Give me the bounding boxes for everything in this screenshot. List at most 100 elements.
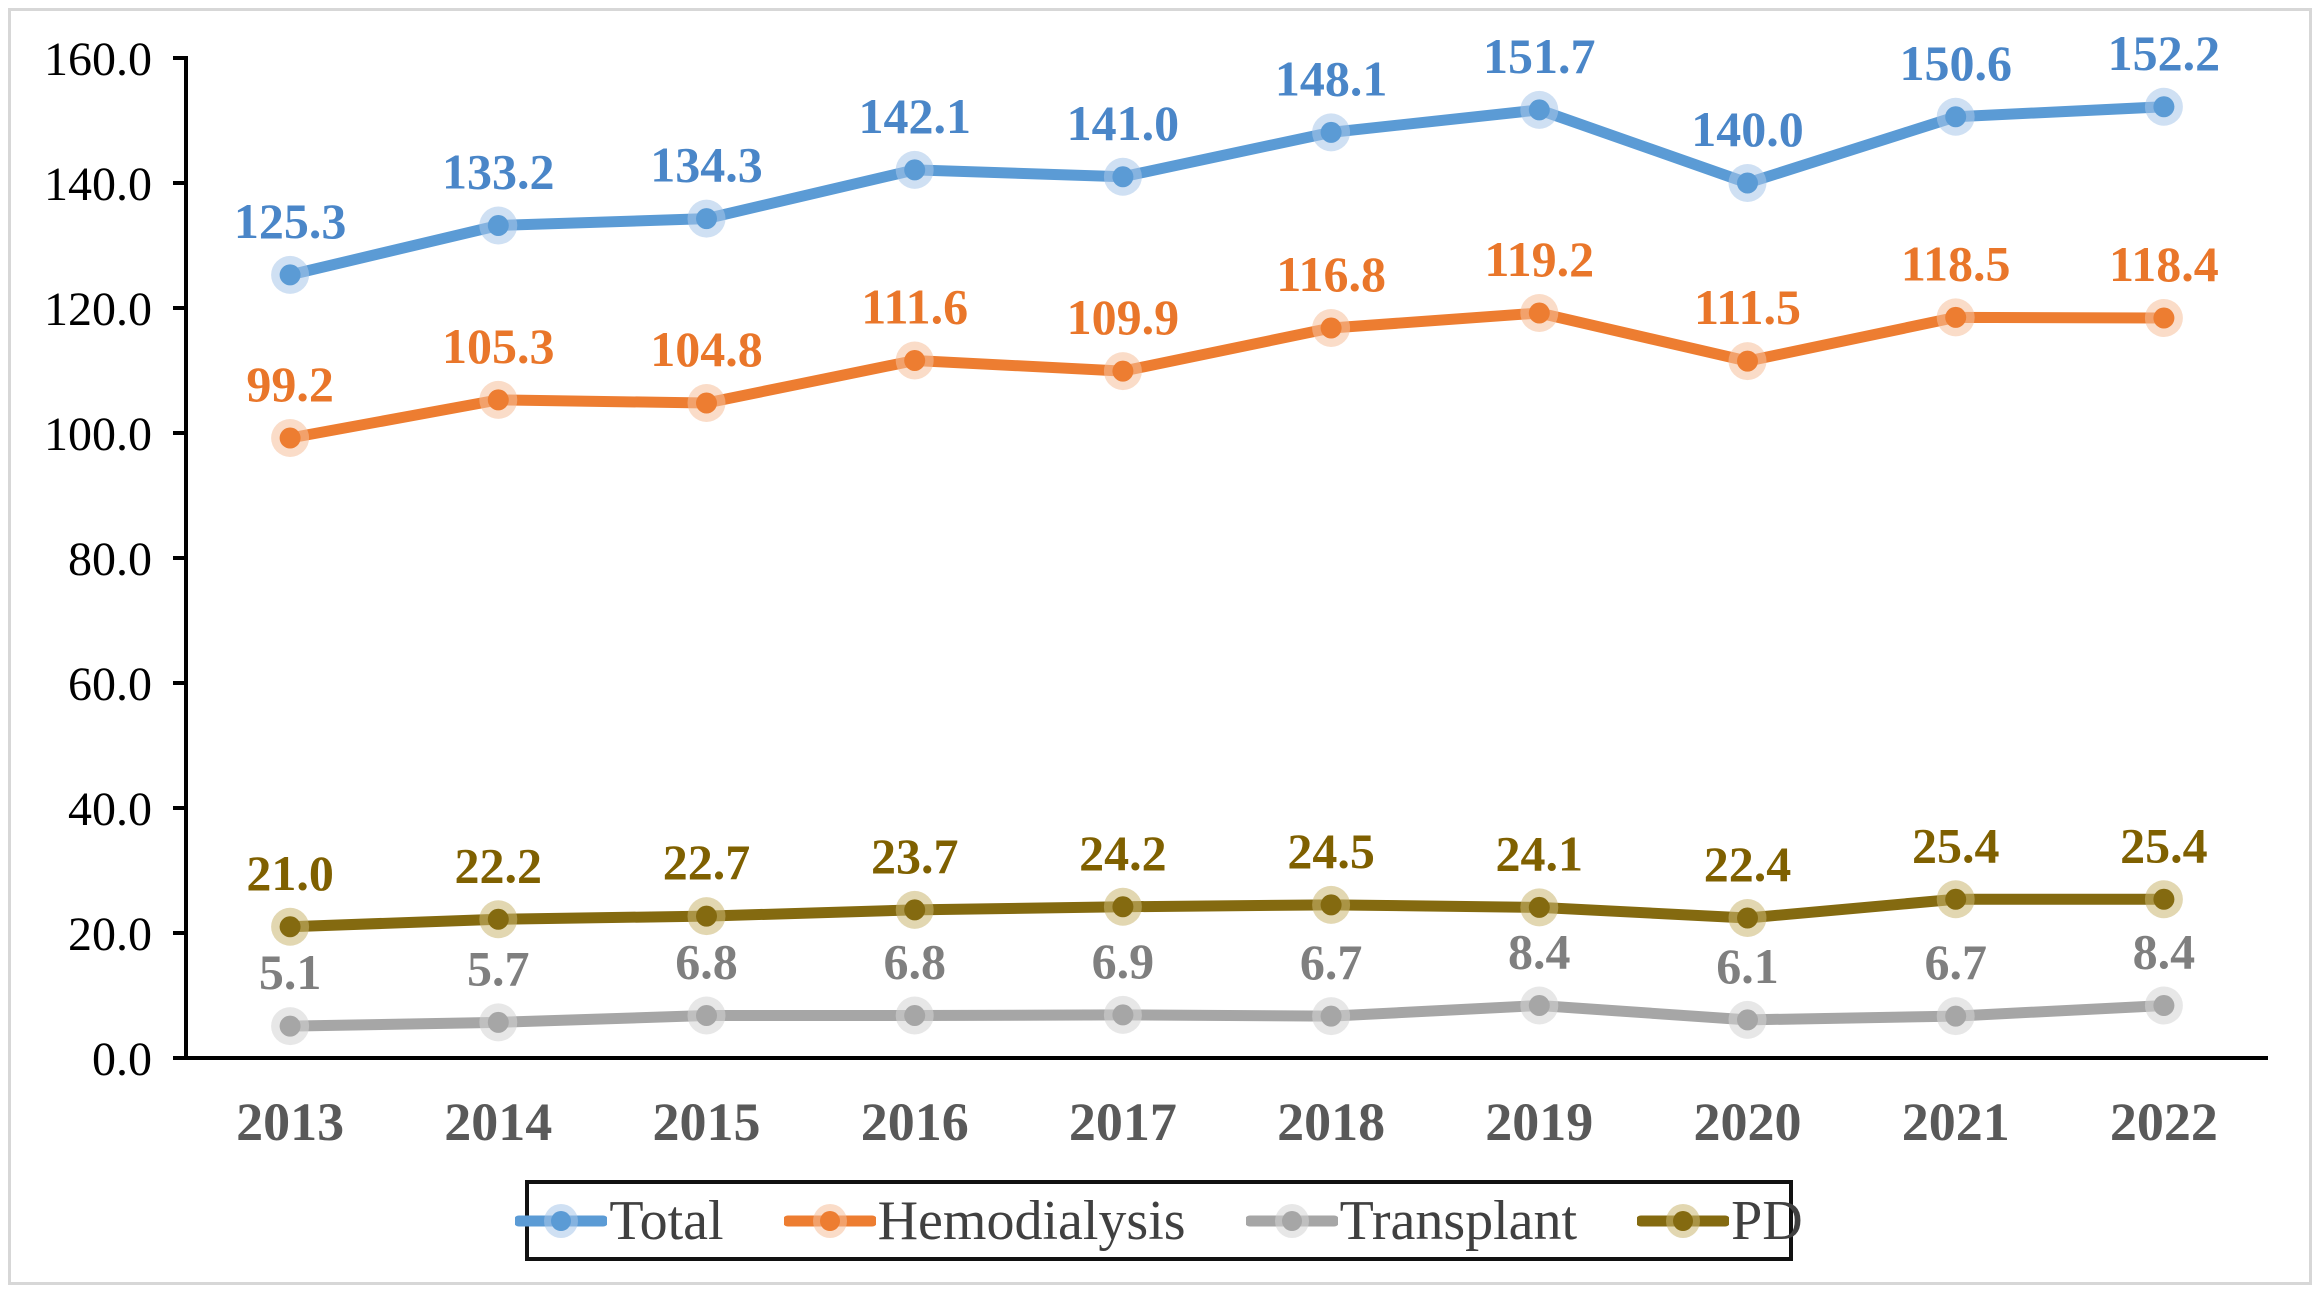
y-tick-label: 0.0 (92, 1033, 152, 1086)
marker-pd (1737, 907, 1758, 929)
marker-total (487, 215, 509, 236)
data-label-total: 150.6 (1899, 35, 2012, 91)
data-label-total: 125.3 (234, 193, 347, 249)
y-tick-label: 140.0 (44, 158, 152, 211)
data-label-hemodialysis: 105.3 (442, 318, 555, 374)
marker-transplant (487, 1011, 509, 1033)
legend-marker-core (1281, 1210, 1302, 1231)
marker-total (1112, 166, 1134, 188)
marker-transplant (904, 1005, 926, 1026)
data-label-total: 140.0 (1691, 101, 1804, 157)
data-label-hemodialysis: 111.5 (1694, 279, 1801, 335)
x-tick-label-2019: 2019 (1485, 1092, 1593, 1152)
marker-transplant (2153, 995, 2175, 1016)
marker-pd (279, 916, 301, 938)
marker-hemodialysis (279, 427, 301, 449)
data-label-transplant: 6.8 (883, 934, 946, 990)
data-label-pd: 21.0 (246, 845, 334, 901)
legend-marker-transplant (1245, 1203, 1338, 1238)
marker-pd (487, 908, 509, 930)
data-label-hemodialysis: 118.4 (2109, 236, 2219, 292)
y-tick-label: 80.0 (68, 533, 152, 586)
legend-item-total: Total (515, 1189, 724, 1252)
series-line-transplant (284, 1000, 2170, 1032)
marker-hemodialysis (487, 389, 509, 411)
data-label-pd: 24.2 (1079, 825, 1167, 881)
marker-transplant (1112, 1004, 1134, 1026)
marker-hemodialysis (904, 350, 926, 371)
marker-hemodialysis (1945, 306, 1967, 328)
data-label-pd: 25.4 (2120, 817, 2208, 873)
data-label-total: 133.2 (442, 144, 555, 200)
marker-total (2153, 96, 2175, 118)
data-label-pd: 24.1 (1496, 825, 1584, 881)
data-label-total: 148.1 (1275, 50, 1388, 106)
x-tick-label-2014: 2014 (444, 1092, 552, 1152)
data-label-hemodialysis: 111.6 (861, 279, 968, 335)
series-line-total (284, 101, 2170, 281)
marker-transplant (1737, 1009, 1758, 1031)
data-label-pd: 23.7 (871, 828, 959, 884)
legend-marker-core (551, 1210, 572, 1231)
x-tick-label-2013: 2013 (236, 1092, 344, 1152)
data-label-transplant: 8.4 (1508, 924, 1571, 980)
y-tick-label: 60.0 (68, 658, 152, 711)
data-label-total: 134.3 (650, 137, 763, 193)
marker-pd (1945, 888, 1967, 910)
data-label-pd: 22.4 (1704, 836, 1792, 892)
series-line-hemodialysis (284, 307, 2170, 444)
marker-pd (696, 905, 717, 927)
data-label-transplant: 6.9 (1092, 933, 1155, 989)
x-tick-label-2015: 2015 (653, 1092, 761, 1152)
data-label-hemodialysis: 116.8 (1276, 246, 1386, 302)
marker-transplant (1945, 1005, 1967, 1027)
data-label-pd: 22.2 (455, 837, 543, 893)
marker-total (1945, 106, 1967, 128)
marker-hemodialysis (696, 392, 717, 414)
marker-hemodialysis (1320, 317, 1342, 339)
legend-item-hemodialysis: Hemodialysis (783, 1193, 1186, 1249)
data-label-pd: 25.4 (1912, 817, 2000, 873)
data-label-hemodialysis: 99.2 (246, 356, 334, 412)
legend-marker-pd (1637, 1203, 1730, 1238)
data-label-transplant: 5.7 (467, 940, 530, 996)
marker-hemodialysis (1528, 302, 1550, 324)
marker-hemodialysis (1112, 360, 1134, 382)
x-tick-label-2022: 2022 (2110, 1092, 2218, 1152)
data-label-pd: 24.5 (1287, 823, 1375, 879)
marker-pd (1112, 896, 1134, 918)
marker-transplant (696, 1005, 717, 1026)
legend-marker-total (515, 1203, 608, 1238)
series-line-pd (284, 893, 2170, 933)
marker-total (904, 159, 926, 181)
marker-hemodialysis (1737, 350, 1758, 372)
data-label-pd: 22.7 (663, 834, 751, 890)
marker-pd (2153, 888, 2175, 910)
marker-pd (1320, 894, 1342, 916)
marker-pd (1528, 896, 1550, 918)
data-label-hemodialysis: 119.2 (1484, 231, 1594, 287)
x-tick-label-2021: 2021 (1902, 1092, 2010, 1152)
data-label-hemodialysis: 118.5 (1901, 235, 2011, 291)
data-label-transplant: 6.7 (1300, 934, 1363, 990)
marker-pd (904, 899, 926, 921)
data-label-hemodialysis: 109.9 (1067, 289, 1180, 345)
marker-total (696, 208, 717, 230)
data-label-transplant: 6.8 (675, 934, 738, 990)
marker-transplant (279, 1015, 301, 1037)
y-tick-label: 120.0 (44, 283, 152, 336)
x-tick-label-2017: 2017 (1069, 1092, 1177, 1152)
marker-hemodialysis (2153, 307, 2175, 329)
data-label-transplant: 6.7 (1924, 934, 1987, 990)
y-tick-label: 160.0 (44, 33, 152, 86)
data-label-total: 152.2 (2108, 25, 2221, 81)
data-label-total: 151.7 (1483, 28, 1596, 84)
marker-total (1528, 99, 1550, 121)
data-label-total: 142.1 (858, 88, 971, 144)
x-tick-label-2018: 2018 (1277, 1092, 1385, 1152)
x-tick-label-2016: 2016 (861, 1092, 969, 1152)
legend-label: Total (609, 1189, 724, 1252)
legend-marker-core (1673, 1210, 1694, 1231)
data-label-hemodialysis: 104.8 (650, 321, 763, 377)
